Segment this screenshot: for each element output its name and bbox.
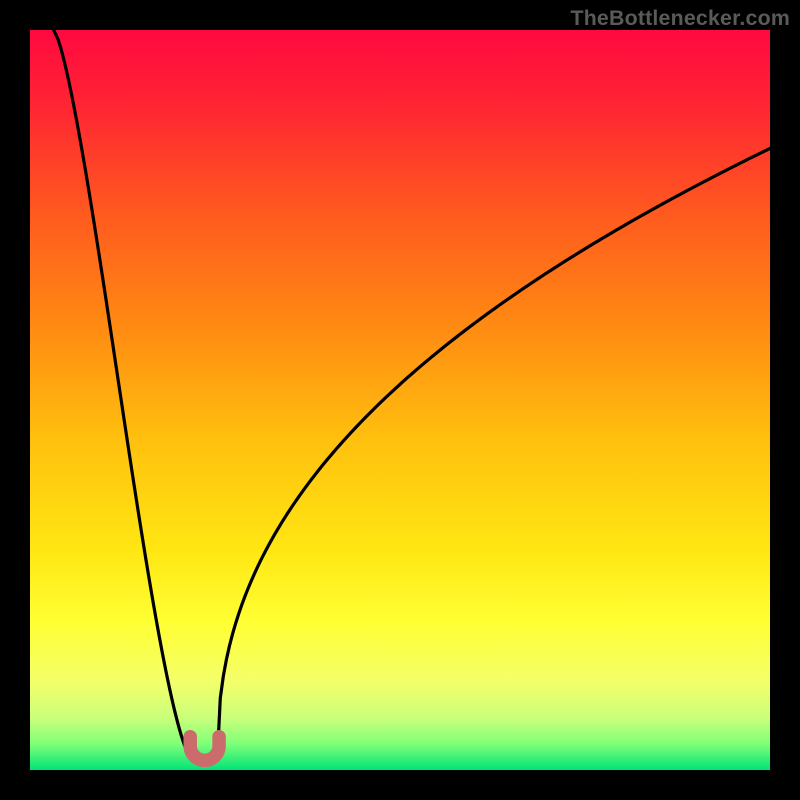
chart-frame: TheBottlenecker.com: [0, 0, 800, 800]
plot-area: [30, 30, 770, 770]
bottleneck-curve-chart: [30, 30, 770, 770]
gradient-background: [30, 30, 770, 770]
watermark-text: TheBottlenecker.com: [570, 6, 790, 31]
